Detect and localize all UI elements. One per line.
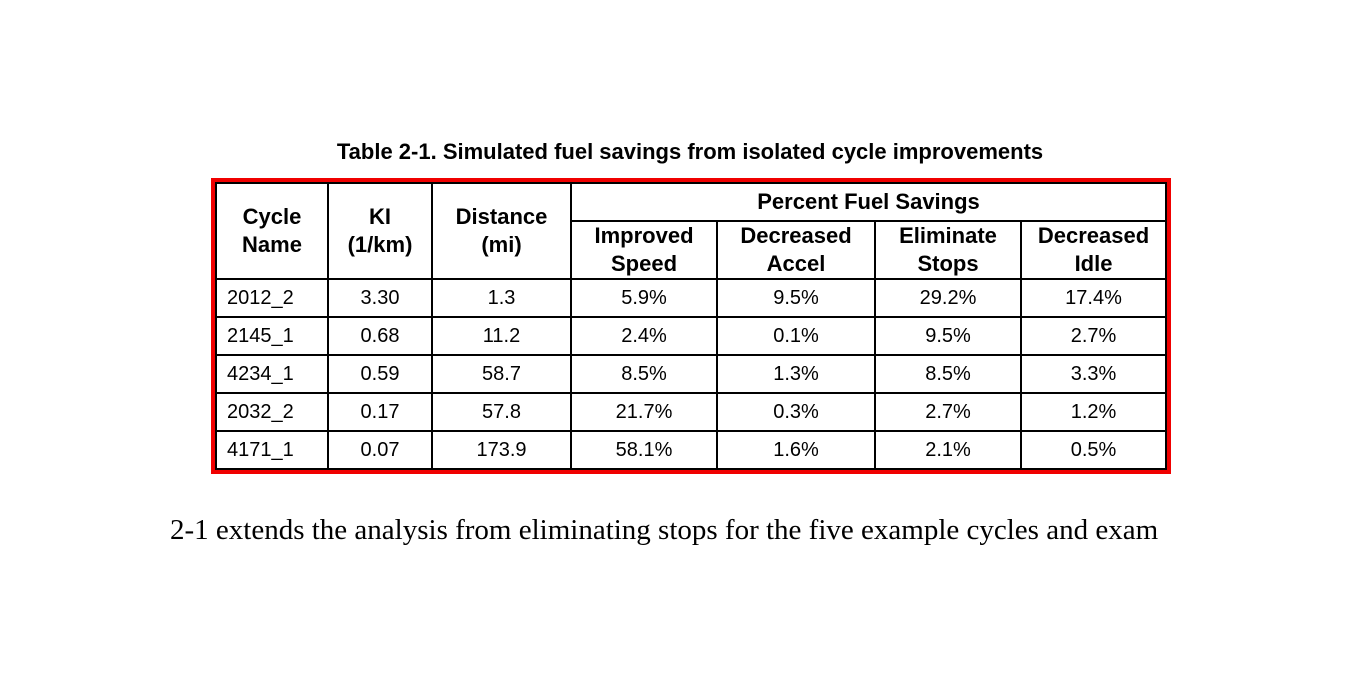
cell-ki: 0.59	[327, 354, 433, 395]
cell-cycle-name: 4171_1	[215, 430, 329, 471]
cell-eliminate-stops: 8.5%	[874, 354, 1022, 395]
table-caption: Table 2-1. Simulated fuel savings from i…	[336, 139, 1044, 164]
cell-decreased-accel: 9.5%	[716, 278, 876, 319]
cell-distance: 11.2	[431, 316, 572, 357]
cell-cycle-name: 2145_1	[215, 316, 329, 357]
cell-decreased-accel: 0.3%	[716, 392, 876, 433]
cell-decreased-accel: 1.3%	[716, 354, 876, 395]
cell-improved-speed: 2.4%	[570, 316, 718, 357]
header-percent-fuel-savings: Percent Fuel Savings	[569, 182, 1168, 222]
header-distance: Distance (mi)	[431, 181, 572, 281]
cell-ki: 0.68	[327, 316, 433, 357]
fuel-savings-table: Cycle Name KI (1/km) Distance (mi) Perce…	[215, 181, 1168, 471]
header-cycle-name: Cycle Name	[215, 181, 329, 281]
cell-eliminate-stops: 29.2%	[874, 278, 1022, 319]
cell-distance: 173.9	[431, 430, 572, 471]
table-row: 2145_1 0.68 11.2 2.4% 0.1% 9.5% 2.7%	[215, 316, 1168, 357]
cell-decreased-idle: 1.2%	[1019, 392, 1168, 433]
table-annotation-frame: Cycle Name KI (1/km) Distance (mi) Perce…	[211, 178, 1172, 475]
cell-improved-speed: 8.5%	[570, 354, 718, 395]
body-paragraph: 2-1 extends the analysis from eliminatin…	[170, 514, 1159, 546]
header-decreased-idle: Decreased Idle	[1019, 219, 1168, 281]
cell-eliminate-stops: 2.1%	[874, 430, 1022, 471]
table-row: 2012_2 3.30 1.3 5.9% 9.5% 29.2% 17.4%	[215, 278, 1168, 319]
cell-improved-speed: 21.7%	[570, 392, 718, 433]
cell-distance: 1.3	[431, 278, 572, 319]
header-row-sub: Improved Speed Decreased Accel Eliminate…	[216, 219, 1168, 281]
cell-ki: 3.30	[327, 278, 433, 319]
table-row: 2032_2 0.17 57.8 21.7% 0.3% 2.7% 1.2%	[215, 392, 1168, 433]
cell-cycle-name: 4234_1	[215, 354, 329, 395]
cell-decreased-idle: 2.7%	[1019, 316, 1168, 357]
header-decreased-accel: Decreased Accel	[716, 219, 876, 281]
header-row-group: Cycle Name KI (1/km) Distance (mi) Perce…	[215, 181, 1168, 281]
cell-decreased-accel: 1.6%	[716, 430, 876, 471]
header-improved-speed: Improved Speed	[570, 219, 718, 281]
cell-ki: 0.07	[327, 430, 433, 471]
header-eliminate-stops: Eliminate Stops	[874, 219, 1022, 281]
header-ki: KI (1/km)	[327, 181, 433, 281]
table-row: 4234_1 0.59 58.7 8.5% 1.3% 8.5% 3.3%	[215, 354, 1168, 395]
cell-decreased-idle: 3.3%	[1019, 354, 1168, 395]
cell-distance: 57.8	[431, 392, 572, 433]
cell-eliminate-stops: 9.5%	[874, 316, 1022, 357]
cell-improved-speed: 5.9%	[570, 278, 718, 319]
cell-eliminate-stops: 2.7%	[874, 392, 1022, 433]
cell-decreased-idle: 0.5%	[1019, 430, 1168, 471]
cell-distance: 58.7	[431, 354, 572, 395]
cell-improved-speed: 58.1%	[570, 430, 718, 471]
cell-decreased-accel: 0.1%	[716, 316, 876, 357]
cell-cycle-name: 2032_2	[215, 392, 329, 433]
cell-cycle-name: 2012_2	[215, 278, 329, 319]
cell-decreased-idle: 17.4%	[1019, 278, 1168, 319]
table-row: 4171_1 0.07 173.9 58.1% 1.6% 2.1% 0.5%	[215, 430, 1168, 471]
cell-ki: 0.17	[327, 392, 433, 433]
